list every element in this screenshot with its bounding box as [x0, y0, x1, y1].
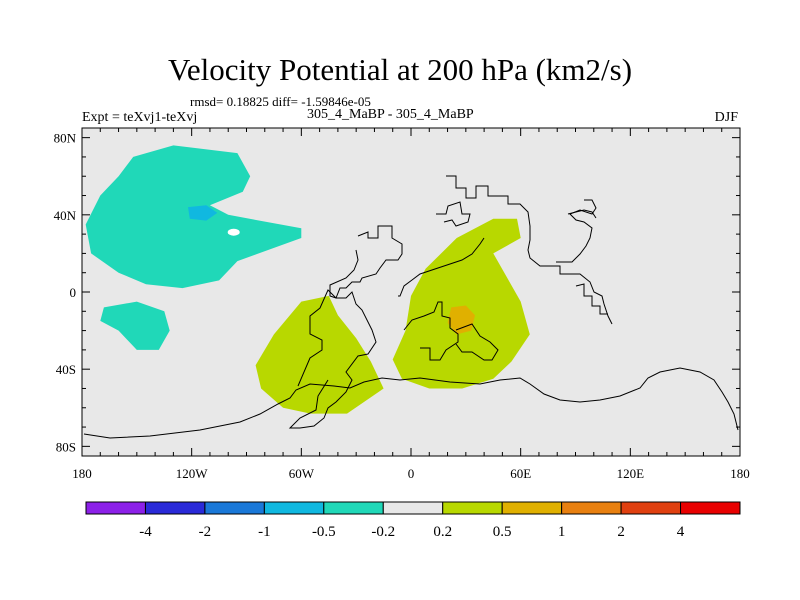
colorbar-swatch — [144, 501, 206, 515]
x-tick-label: 180 — [72, 466, 92, 481]
coastline-greenland — [436, 201, 471, 227]
coastline-japan — [567, 209, 597, 219]
axes: 180 120W 60W 0 60E 120E 180 80N 40N 0 40S 80S — [54, 128, 750, 481]
y-tick-label: 40N — [54, 208, 77, 223]
y-tick-label: 0 — [70, 285, 77, 300]
colorbar-label: 0.2 — [433, 524, 452, 540]
colorbar-label: 0.5 — [493, 524, 512, 540]
x-tick-label: 120E — [617, 466, 645, 481]
contour-region-south-pacific-negative — [100, 301, 170, 350]
coastline-eurasia — [446, 175, 613, 325]
contour-hole — [227, 228, 240, 236]
x-tick-label: 120W — [176, 466, 209, 481]
contour-region-north-pacific-core — [188, 205, 218, 221]
colorbar-swatch — [561, 501, 622, 515]
colorbar-swatch — [85, 501, 146, 515]
colorbar-swatch — [263, 501, 325, 515]
coastline-south-america — [288, 289, 377, 429]
coastline-north-america — [329, 225, 403, 299]
colorbar-swatch — [620, 501, 682, 515]
chart-title: Velocity Potential at 200 hPa (km2/s) — [167, 52, 633, 87]
colorbar: -4 -2 -1 -0.5 -0.2 0.2 0.5 1 2 4 — [85, 501, 741, 540]
coastlines — [83, 175, 739, 439]
colorbar-label: -2 — [199, 524, 212, 540]
colorbar-swatch — [442, 501, 503, 515]
x-tick-label: 60W — [289, 466, 315, 481]
colorbar-label: -0.5 — [312, 524, 336, 540]
colorbar-swatch — [323, 501, 384, 515]
colorbar-swatch — [204, 501, 265, 515]
x-tick-label: 0 — [408, 466, 415, 481]
colorbar-label: -1 — [258, 524, 271, 540]
comparison-label: 305_4_MaBP - 305_4_MaBP — [307, 107, 474, 122]
rmsd-diff-line: rmsd= 0.18825 diff= -1.59846e-05 — [190, 94, 371, 109]
x-tick-label: 60E — [510, 466, 531, 481]
contour-region-africa-positive — [392, 218, 530, 389]
colorbar-label: 1 — [558, 524, 566, 540]
colorbar-label: -0.2 — [371, 524, 395, 540]
y-tick-label: 80S — [56, 439, 76, 454]
coastline-asia-east — [556, 199, 597, 263]
experiment-label: Expt = teXvj1-teXvj — [82, 110, 198, 125]
colorbar-swatch — [680, 501, 741, 515]
coastline-africa — [403, 301, 459, 361]
colorbar-swatch — [382, 501, 444, 515]
y-tick-label: 80N — [54, 131, 77, 146]
colorbar-swatch — [501, 501, 563, 515]
contour-region-africa-core — [447, 305, 475, 335]
contour-region-south-america-positive — [255, 295, 384, 414]
colorbar-label: 4 — [677, 524, 685, 540]
coastline-arabia — [455, 323, 499, 361]
contour-fills — [85, 145, 530, 414]
colorbar-label: -4 — [139, 524, 152, 540]
coastline-antarctica — [83, 367, 739, 439]
coastline-africa-west — [398, 237, 485, 297]
season-label: DJF — [714, 110, 738, 125]
coastline-indian-islands — [575, 283, 608, 315]
colorbar-label: 2 — [617, 524, 625, 540]
y-tick-label: 40S — [56, 362, 76, 377]
x-tick-label: 180 — [730, 466, 750, 481]
